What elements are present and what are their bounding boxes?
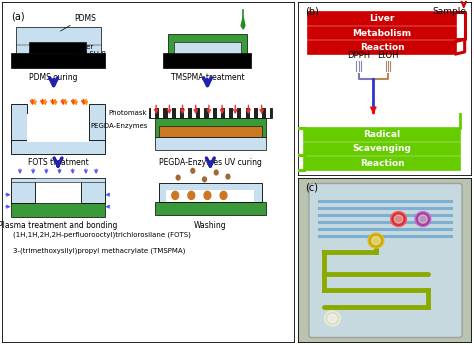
Bar	[308, 27, 456, 39]
Circle shape	[391, 211, 406, 227]
Circle shape	[203, 190, 211, 200]
Text: Metabolism: Metabolism	[353, 29, 411, 38]
Bar	[304, 157, 460, 170]
Bar	[11, 178, 105, 182]
Circle shape	[415, 211, 431, 227]
Bar	[233, 108, 237, 118]
Bar	[149, 108, 272, 118]
Bar	[155, 201, 266, 215]
Bar	[192, 108, 196, 118]
Text: Sample: Sample	[432, 7, 466, 16]
Text: FOTS treatment: FOTS treatment	[27, 158, 89, 167]
Bar	[155, 118, 266, 137]
Bar	[164, 53, 251, 68]
Text: Plasma treatment and bonding: Plasma treatment and bonding	[0, 221, 118, 230]
Polygon shape	[241, 17, 245, 29]
Bar	[11, 178, 35, 203]
Text: Liver: Liver	[369, 14, 395, 23]
Circle shape	[219, 190, 228, 200]
Text: (c): (c)	[305, 183, 318, 193]
Circle shape	[419, 215, 427, 223]
Circle shape	[368, 233, 384, 248]
Bar	[27, 115, 89, 142]
Circle shape	[328, 314, 337, 323]
Circle shape	[190, 168, 195, 174]
Bar	[159, 183, 262, 201]
Bar	[201, 108, 204, 118]
Bar	[174, 42, 241, 53]
Bar	[89, 104, 105, 142]
Bar	[11, 140, 105, 154]
Circle shape	[187, 190, 195, 200]
FancyBboxPatch shape	[309, 184, 462, 337]
Text: (a): (a)	[11, 12, 25, 22]
Text: Washing: Washing	[194, 221, 227, 230]
Text: PEGDA-Enzymes UV curing: PEGDA-Enzymes UV curing	[159, 158, 262, 167]
Bar	[166, 190, 254, 201]
Bar	[258, 108, 262, 118]
Text: PDMS curing: PDMS curing	[29, 73, 78, 82]
Bar	[304, 128, 460, 140]
Text: Reaction: Reaction	[360, 159, 404, 168]
Bar	[11, 203, 105, 217]
Bar	[168, 108, 172, 118]
Text: Photomask: Photomask	[109, 110, 147, 116]
Bar	[217, 108, 221, 118]
Text: (b): (b)	[305, 7, 319, 17]
Circle shape	[372, 236, 380, 245]
Text: Reaction: Reaction	[360, 43, 404, 52]
Circle shape	[202, 176, 207, 183]
Text: PDMS: PDMS	[74, 14, 96, 23]
Text: PEGDA-Enzymes: PEGDA-Enzymes	[90, 124, 147, 129]
Bar	[151, 108, 155, 118]
Bar	[308, 41, 456, 54]
Bar	[184, 108, 188, 118]
Bar	[82, 178, 105, 203]
Circle shape	[175, 175, 181, 181]
Circle shape	[325, 311, 340, 326]
Text: 3-(trimethoxysilyl)propyl methacrylate (TMSPMA): 3-(trimethoxysilyl)propyl methacrylate (…	[13, 248, 185, 254]
Bar	[29, 42, 86, 53]
Bar	[225, 108, 229, 118]
Bar	[16, 27, 100, 53]
Bar	[168, 34, 247, 53]
Bar	[11, 53, 105, 68]
Text: DPPH: DPPH	[347, 51, 370, 60]
Bar	[159, 126, 262, 137]
Bar	[266, 108, 270, 118]
Circle shape	[225, 174, 230, 180]
Circle shape	[171, 190, 179, 200]
Bar	[11, 104, 27, 142]
Text: TMSPMA treatment: TMSPMA treatment	[171, 73, 244, 82]
Circle shape	[394, 215, 403, 223]
Bar	[176, 108, 180, 118]
Bar	[209, 108, 213, 118]
Text: (1H,1H,2H,2H-perfluorooctyl)trichlorosilane (FOTS): (1H,1H,2H,2H-perfluorooctyl)trichlorosil…	[13, 231, 191, 238]
Bar	[250, 108, 254, 118]
Bar	[304, 143, 460, 155]
Bar	[241, 108, 246, 118]
Bar	[159, 108, 164, 118]
Text: Radical: Radical	[364, 130, 401, 139]
Text: EtOH: EtOH	[377, 51, 399, 60]
Text: Wafer
and SU-8: Wafer and SU-8	[74, 45, 106, 57]
Circle shape	[214, 169, 219, 176]
Text: Scavenging: Scavenging	[353, 145, 411, 154]
Bar	[155, 137, 266, 150]
Bar	[308, 12, 456, 25]
